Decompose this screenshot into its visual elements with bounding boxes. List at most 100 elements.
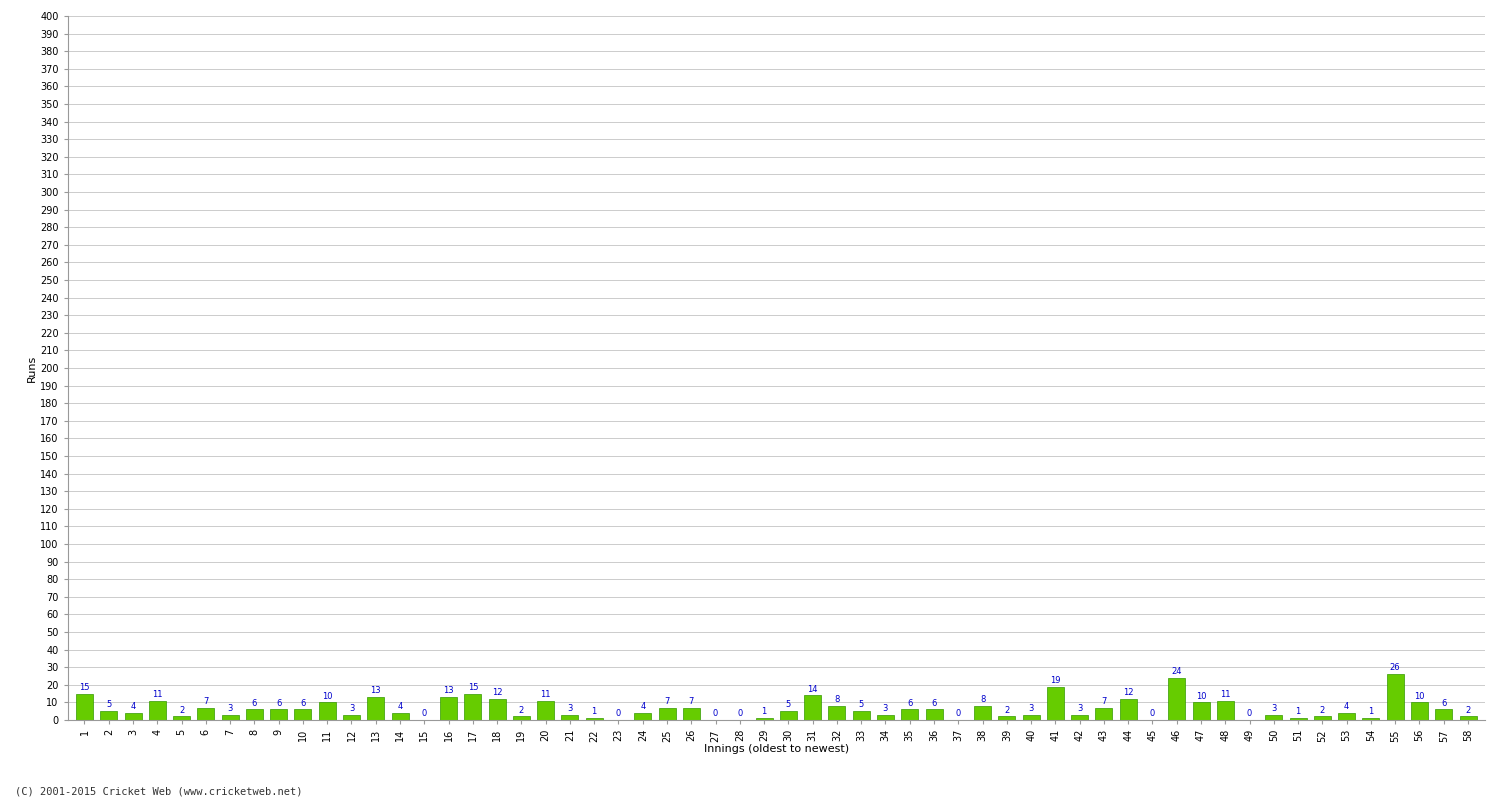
Bar [852, 711, 870, 720]
Bar [440, 697, 458, 720]
Text: 6: 6 [300, 698, 306, 708]
Text: 7: 7 [202, 697, 208, 706]
Bar [246, 710, 262, 720]
Bar [513, 717, 529, 720]
Text: 7: 7 [688, 697, 694, 706]
Text: 11: 11 [1220, 690, 1230, 699]
Bar [270, 710, 286, 720]
Text: 19: 19 [1050, 676, 1060, 685]
Bar [294, 710, 312, 720]
Text: 5: 5 [786, 701, 790, 710]
X-axis label: Innings (oldest to newest): Innings (oldest to newest) [704, 744, 849, 754]
Bar [318, 702, 336, 720]
Bar [804, 695, 820, 720]
Text: 0: 0 [1150, 710, 1155, 718]
Bar [878, 714, 894, 720]
Bar [1023, 714, 1040, 720]
Text: 0: 0 [712, 710, 718, 718]
Bar [999, 717, 1016, 720]
Text: 8: 8 [834, 695, 840, 704]
Bar [392, 713, 408, 720]
Bar [1119, 699, 1137, 720]
Text: 2: 2 [1320, 706, 1324, 714]
Text: 15: 15 [80, 683, 90, 692]
Text: 11: 11 [152, 690, 162, 699]
Text: 7: 7 [1101, 697, 1107, 706]
Text: 1: 1 [1368, 707, 1374, 717]
Bar [198, 708, 214, 720]
Bar [1412, 702, 1428, 720]
Text: 3: 3 [567, 704, 573, 713]
Bar [537, 701, 554, 720]
Text: 3: 3 [884, 704, 888, 713]
Text: 2: 2 [1004, 706, 1010, 714]
Bar [465, 694, 482, 720]
Text: 12: 12 [492, 688, 502, 697]
Text: 3: 3 [1029, 704, 1033, 713]
Bar [1290, 718, 1306, 720]
Text: (C) 2001-2015 Cricket Web (www.cricketweb.net): (C) 2001-2015 Cricket Web (www.cricketwe… [15, 786, 303, 796]
Bar [658, 708, 675, 720]
Text: 8: 8 [980, 695, 986, 704]
Text: 4: 4 [398, 702, 402, 711]
Bar [1338, 713, 1354, 720]
Y-axis label: Runs: Runs [27, 354, 38, 382]
Bar [1168, 678, 1185, 720]
Bar [1314, 717, 1330, 720]
Text: 13: 13 [444, 686, 454, 695]
Bar [1216, 701, 1234, 720]
Text: 4: 4 [1344, 702, 1350, 711]
Text: 3: 3 [350, 704, 354, 713]
Text: 11: 11 [540, 690, 550, 699]
Bar [100, 711, 117, 720]
Text: 6: 6 [276, 698, 282, 708]
Text: 2: 2 [1466, 706, 1470, 714]
Bar [1095, 708, 1113, 720]
Text: 3: 3 [228, 704, 232, 713]
Text: 10: 10 [1414, 692, 1425, 701]
Text: 12: 12 [1124, 688, 1134, 697]
Text: 5: 5 [858, 701, 864, 710]
Bar [902, 710, 918, 720]
Text: 6: 6 [932, 698, 936, 708]
Bar [561, 714, 579, 720]
Text: 0: 0 [422, 710, 428, 718]
Text: 0: 0 [1246, 710, 1252, 718]
Text: 3: 3 [1077, 704, 1083, 713]
Bar [1071, 714, 1088, 720]
Bar [368, 697, 384, 720]
Text: 4: 4 [640, 702, 645, 711]
Bar [1362, 718, 1380, 720]
Bar [974, 706, 992, 720]
Text: 6: 6 [1442, 698, 1446, 708]
Bar [585, 718, 603, 720]
Bar [1436, 710, 1452, 720]
Text: 6: 6 [908, 698, 912, 708]
Text: 24: 24 [1172, 667, 1182, 676]
Text: 15: 15 [468, 683, 478, 692]
Text: 4: 4 [130, 702, 135, 711]
Text: 0: 0 [616, 710, 621, 718]
Text: 0: 0 [736, 710, 742, 718]
Bar [1047, 686, 1064, 720]
Bar [1386, 674, 1404, 720]
Text: 1: 1 [591, 707, 597, 717]
Bar [1460, 717, 1476, 720]
Bar [682, 708, 700, 720]
Bar [344, 714, 360, 720]
Bar [124, 713, 141, 720]
Text: 5: 5 [106, 701, 111, 710]
Text: 10: 10 [1196, 692, 1206, 701]
Bar [222, 714, 238, 720]
Bar [76, 694, 93, 720]
Text: 3: 3 [1270, 704, 1276, 713]
Text: 1: 1 [1296, 707, 1300, 717]
Bar [489, 699, 506, 720]
Bar [1266, 714, 1282, 720]
Bar [172, 717, 190, 720]
Bar [634, 713, 651, 720]
Text: 2: 2 [519, 706, 524, 714]
Text: 14: 14 [807, 685, 818, 694]
Bar [756, 718, 772, 720]
Text: 13: 13 [370, 686, 381, 695]
